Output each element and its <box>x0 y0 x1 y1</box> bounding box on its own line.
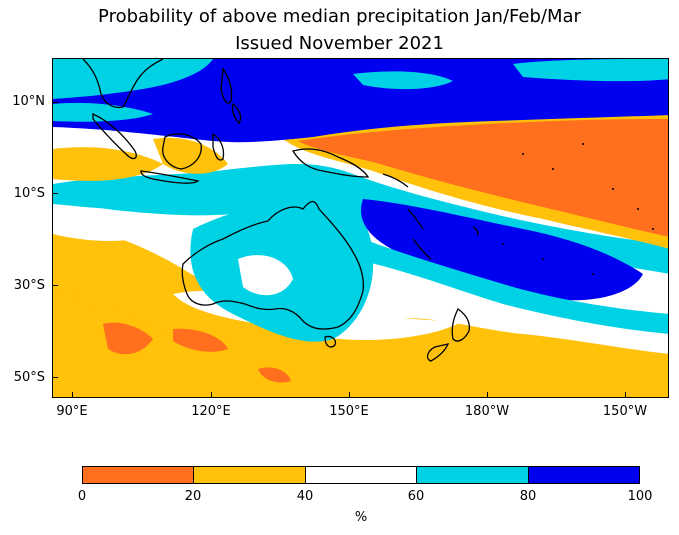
very-wet-region-south-pacific <box>361 199 643 301</box>
lon-label: 180°W <box>464 404 510 419</box>
dry-region-southeast <box>383 318 668 397</box>
lon-label: 90°E <box>56 404 88 419</box>
australia-outline <box>181 200 364 330</box>
colorbar <box>82 466 640 484</box>
wet-band-south-pacific <box>353 239 668 334</box>
small-islands <box>502 143 654 275</box>
very-dry-patch-1 <box>103 322 153 355</box>
lon-tick <box>487 392 488 398</box>
lat-tick <box>52 285 58 286</box>
map-fields <box>53 59 668 397</box>
coastlines <box>82 59 479 362</box>
lat-tick <box>52 377 58 378</box>
colorbar-bin-80-100 <box>528 467 640 483</box>
java-outline <box>140 170 200 184</box>
tasmania-outline <box>324 335 337 348</box>
southeast-asia-outline <box>82 59 164 109</box>
very-dry-patch-2 <box>173 328 228 352</box>
colorbar-units: % <box>354 510 368 525</box>
colorbar-bin-20-40 <box>194 467 306 483</box>
melanesia-outline <box>407 208 432 260</box>
lat-label: 10°N <box>12 94 45 109</box>
new-zealand-outline <box>426 308 471 362</box>
very-wet-band-north <box>53 59 668 143</box>
wet-patch-north-1 <box>53 102 153 122</box>
colorbar-tick-label: 0 <box>77 489 87 504</box>
colorbar-tick-label: 40 <box>296 489 314 504</box>
colorbar-tick-label: 60 <box>407 489 425 504</box>
sumatra-outline <box>92 112 137 160</box>
lat-label: 10°S <box>13 186 45 201</box>
neutral-patch-australia <box>238 255 293 296</box>
lon-tick <box>211 392 212 398</box>
borneo-outline <box>162 133 202 170</box>
colorbar-bin-0-20 <box>83 467 195 483</box>
lon-label: 150°E <box>329 404 369 419</box>
very-dry-patch-3 <box>258 367 291 383</box>
map-title: Probability of above median precipitatio… <box>98 6 581 27</box>
lon-label: 150°W <box>602 404 648 419</box>
lon-label: 120°E <box>191 404 231 419</box>
colorbar-tick-label: 100 <box>627 489 653 504</box>
lat-tick <box>52 193 58 194</box>
colorbar-tick-label: 80 <box>519 489 537 504</box>
wet-patch-north-3 <box>513 59 668 82</box>
fiji-outline <box>472 226 479 236</box>
lon-tick <box>349 392 350 398</box>
lon-tick <box>625 392 626 398</box>
dry-region-indian-ocean <box>53 147 163 181</box>
lat-label: 30°S <box>13 278 45 293</box>
wet-region-northwest <box>53 59 213 99</box>
colorbar-bin-40-60 <box>305 467 418 483</box>
dry-region-southwest <box>53 289 378 397</box>
lat-label: 50°S <box>13 370 45 385</box>
colorbar-bin-60-80 <box>417 467 529 483</box>
lon-tick <box>72 392 73 398</box>
philippines-outline <box>220 67 242 125</box>
neutral-patch-indian <box>53 207 163 241</box>
very-dry-tongue-pacific <box>298 119 668 237</box>
probability-map <box>52 58 669 398</box>
wet-patch-north-2 <box>353 71 453 90</box>
colorbar-tick-label: 20 <box>184 489 202 504</box>
new-guinea-outline <box>291 148 370 178</box>
lat-tick <box>52 102 58 103</box>
solomon-islands-outline <box>382 173 409 188</box>
map-subtitle: Issued November 2021 <box>235 33 444 54</box>
sulawesi-outline <box>212 132 225 161</box>
